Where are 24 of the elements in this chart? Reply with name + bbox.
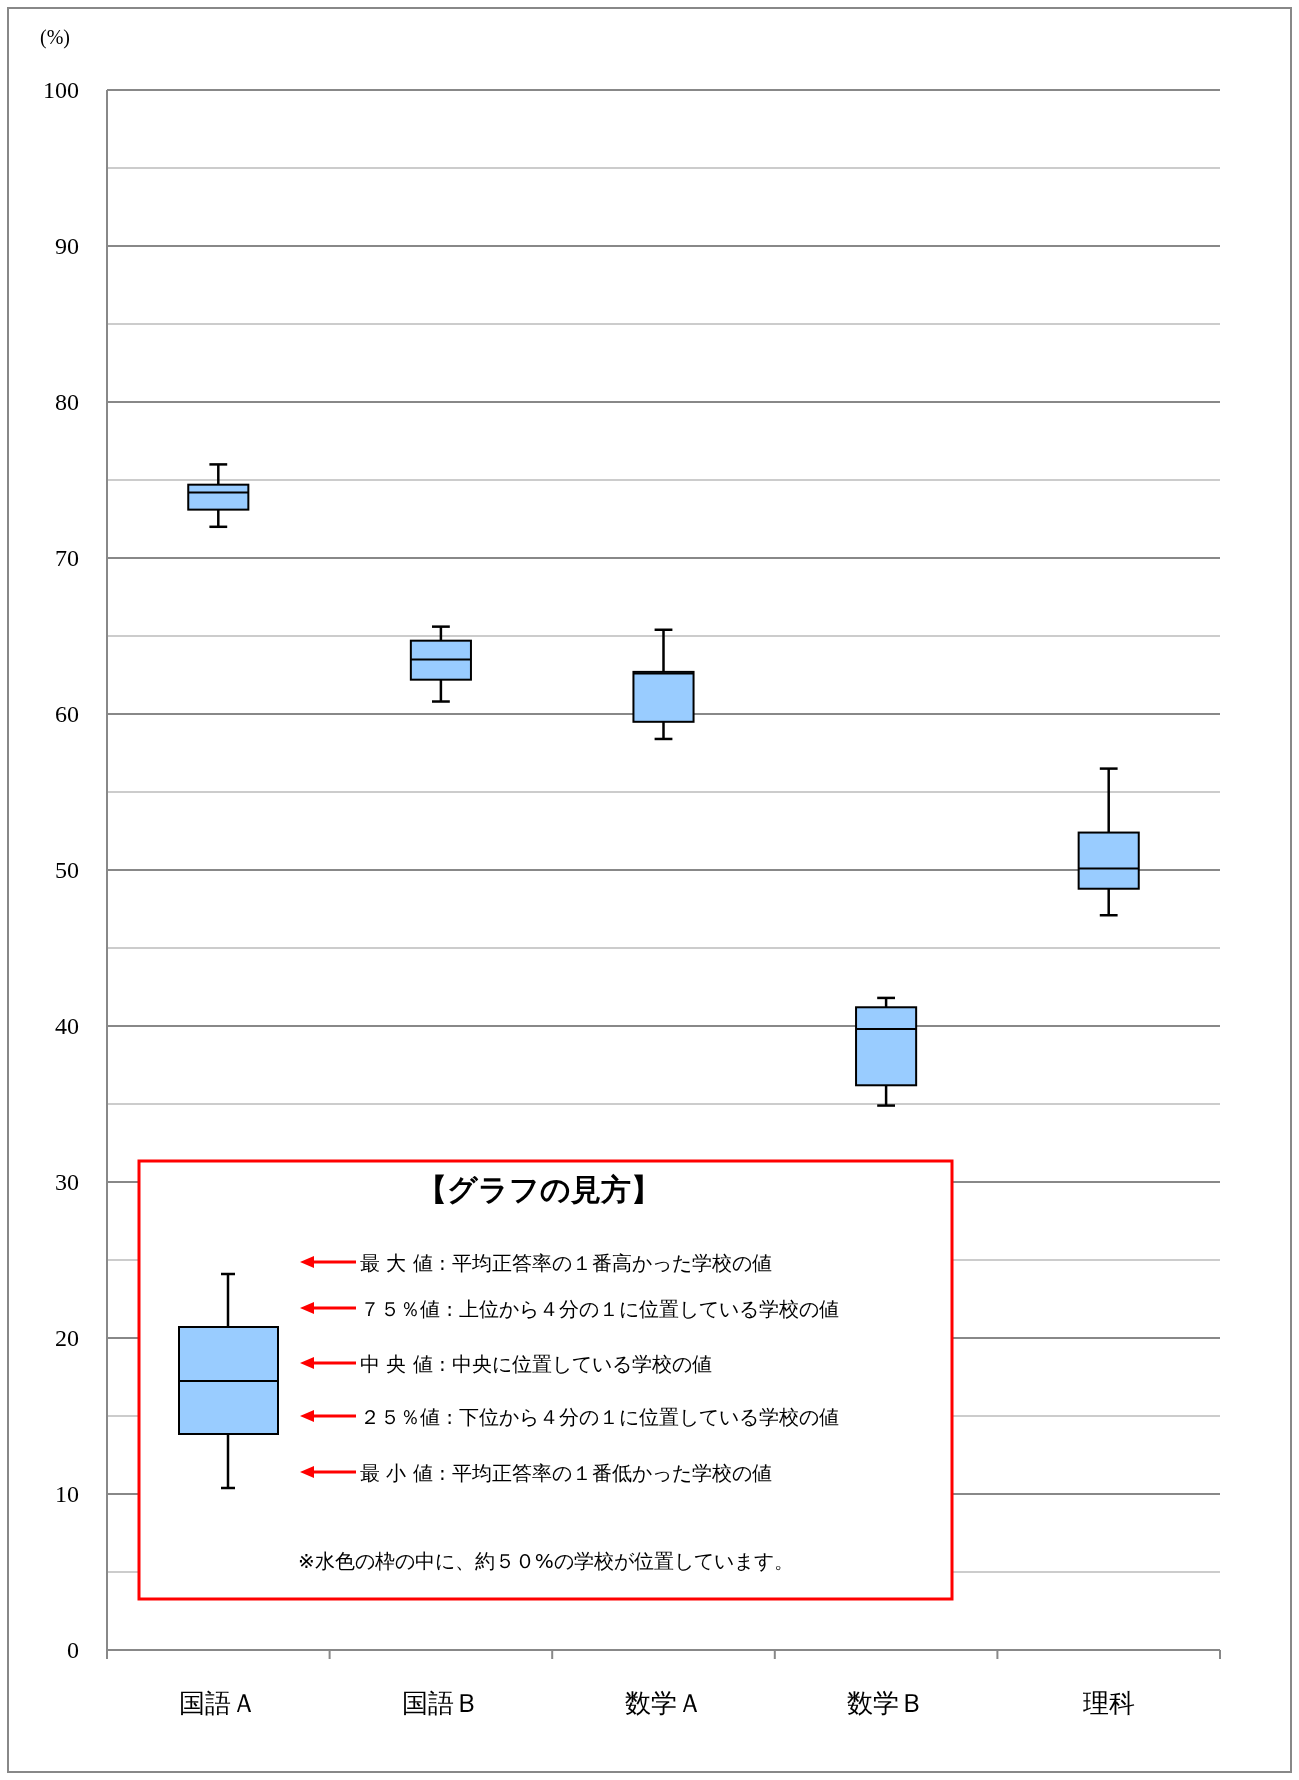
x-tick-label: 数学Ａ [624, 1689, 703, 1718]
annotation: 中 央 値 : 中央に位置している学校の値 [360, 1352, 713, 1376]
annotation: ※水色の枠の中に、約５０%の学校が位置しています。 [298, 1549, 794, 1573]
annotation: ７５％値 : 上位から４分の１に位置している学校の値 [360, 1297, 840, 1321]
y-tick-label: 90 [55, 233, 79, 259]
y-tick-label: 60 [55, 701, 79, 727]
y-tick-label: 0 [67, 1637, 79, 1663]
annotation: 【グラフの見方】 [417, 1172, 661, 1207]
y-tick-label: 50 [55, 857, 79, 883]
annotation: 最 小 値 : 平均正答率の１番低かった学校の値 [360, 1461, 773, 1485]
y-tick-label: 40 [55, 1013, 79, 1039]
y-tick-label: 80 [55, 389, 79, 415]
y-tick-label: 10 [55, 1481, 79, 1507]
y-tick-label: 30 [55, 1169, 79, 1195]
x-tick-label: 国語Ａ [179, 1689, 258, 1718]
annotation: 最 大 値 : 平均正答率の１番高かった学校の値 [360, 1251, 773, 1275]
x-tick-label: 理科 [1082, 1689, 1135, 1718]
y-tick-label: 100 [43, 77, 79, 103]
annotation: ２５％値 : 下位から４分の１に位置している学校の値 [360, 1405, 840, 1429]
y-tick-label: 70 [55, 545, 79, 571]
x-tick-label: 国語Ｂ [401, 1689, 480, 1718]
y-tick-label: 20 [55, 1325, 79, 1351]
y-axis-title: (%) [40, 26, 70, 49]
x-tick-label: 数学Ｂ [847, 1689, 926, 1718]
